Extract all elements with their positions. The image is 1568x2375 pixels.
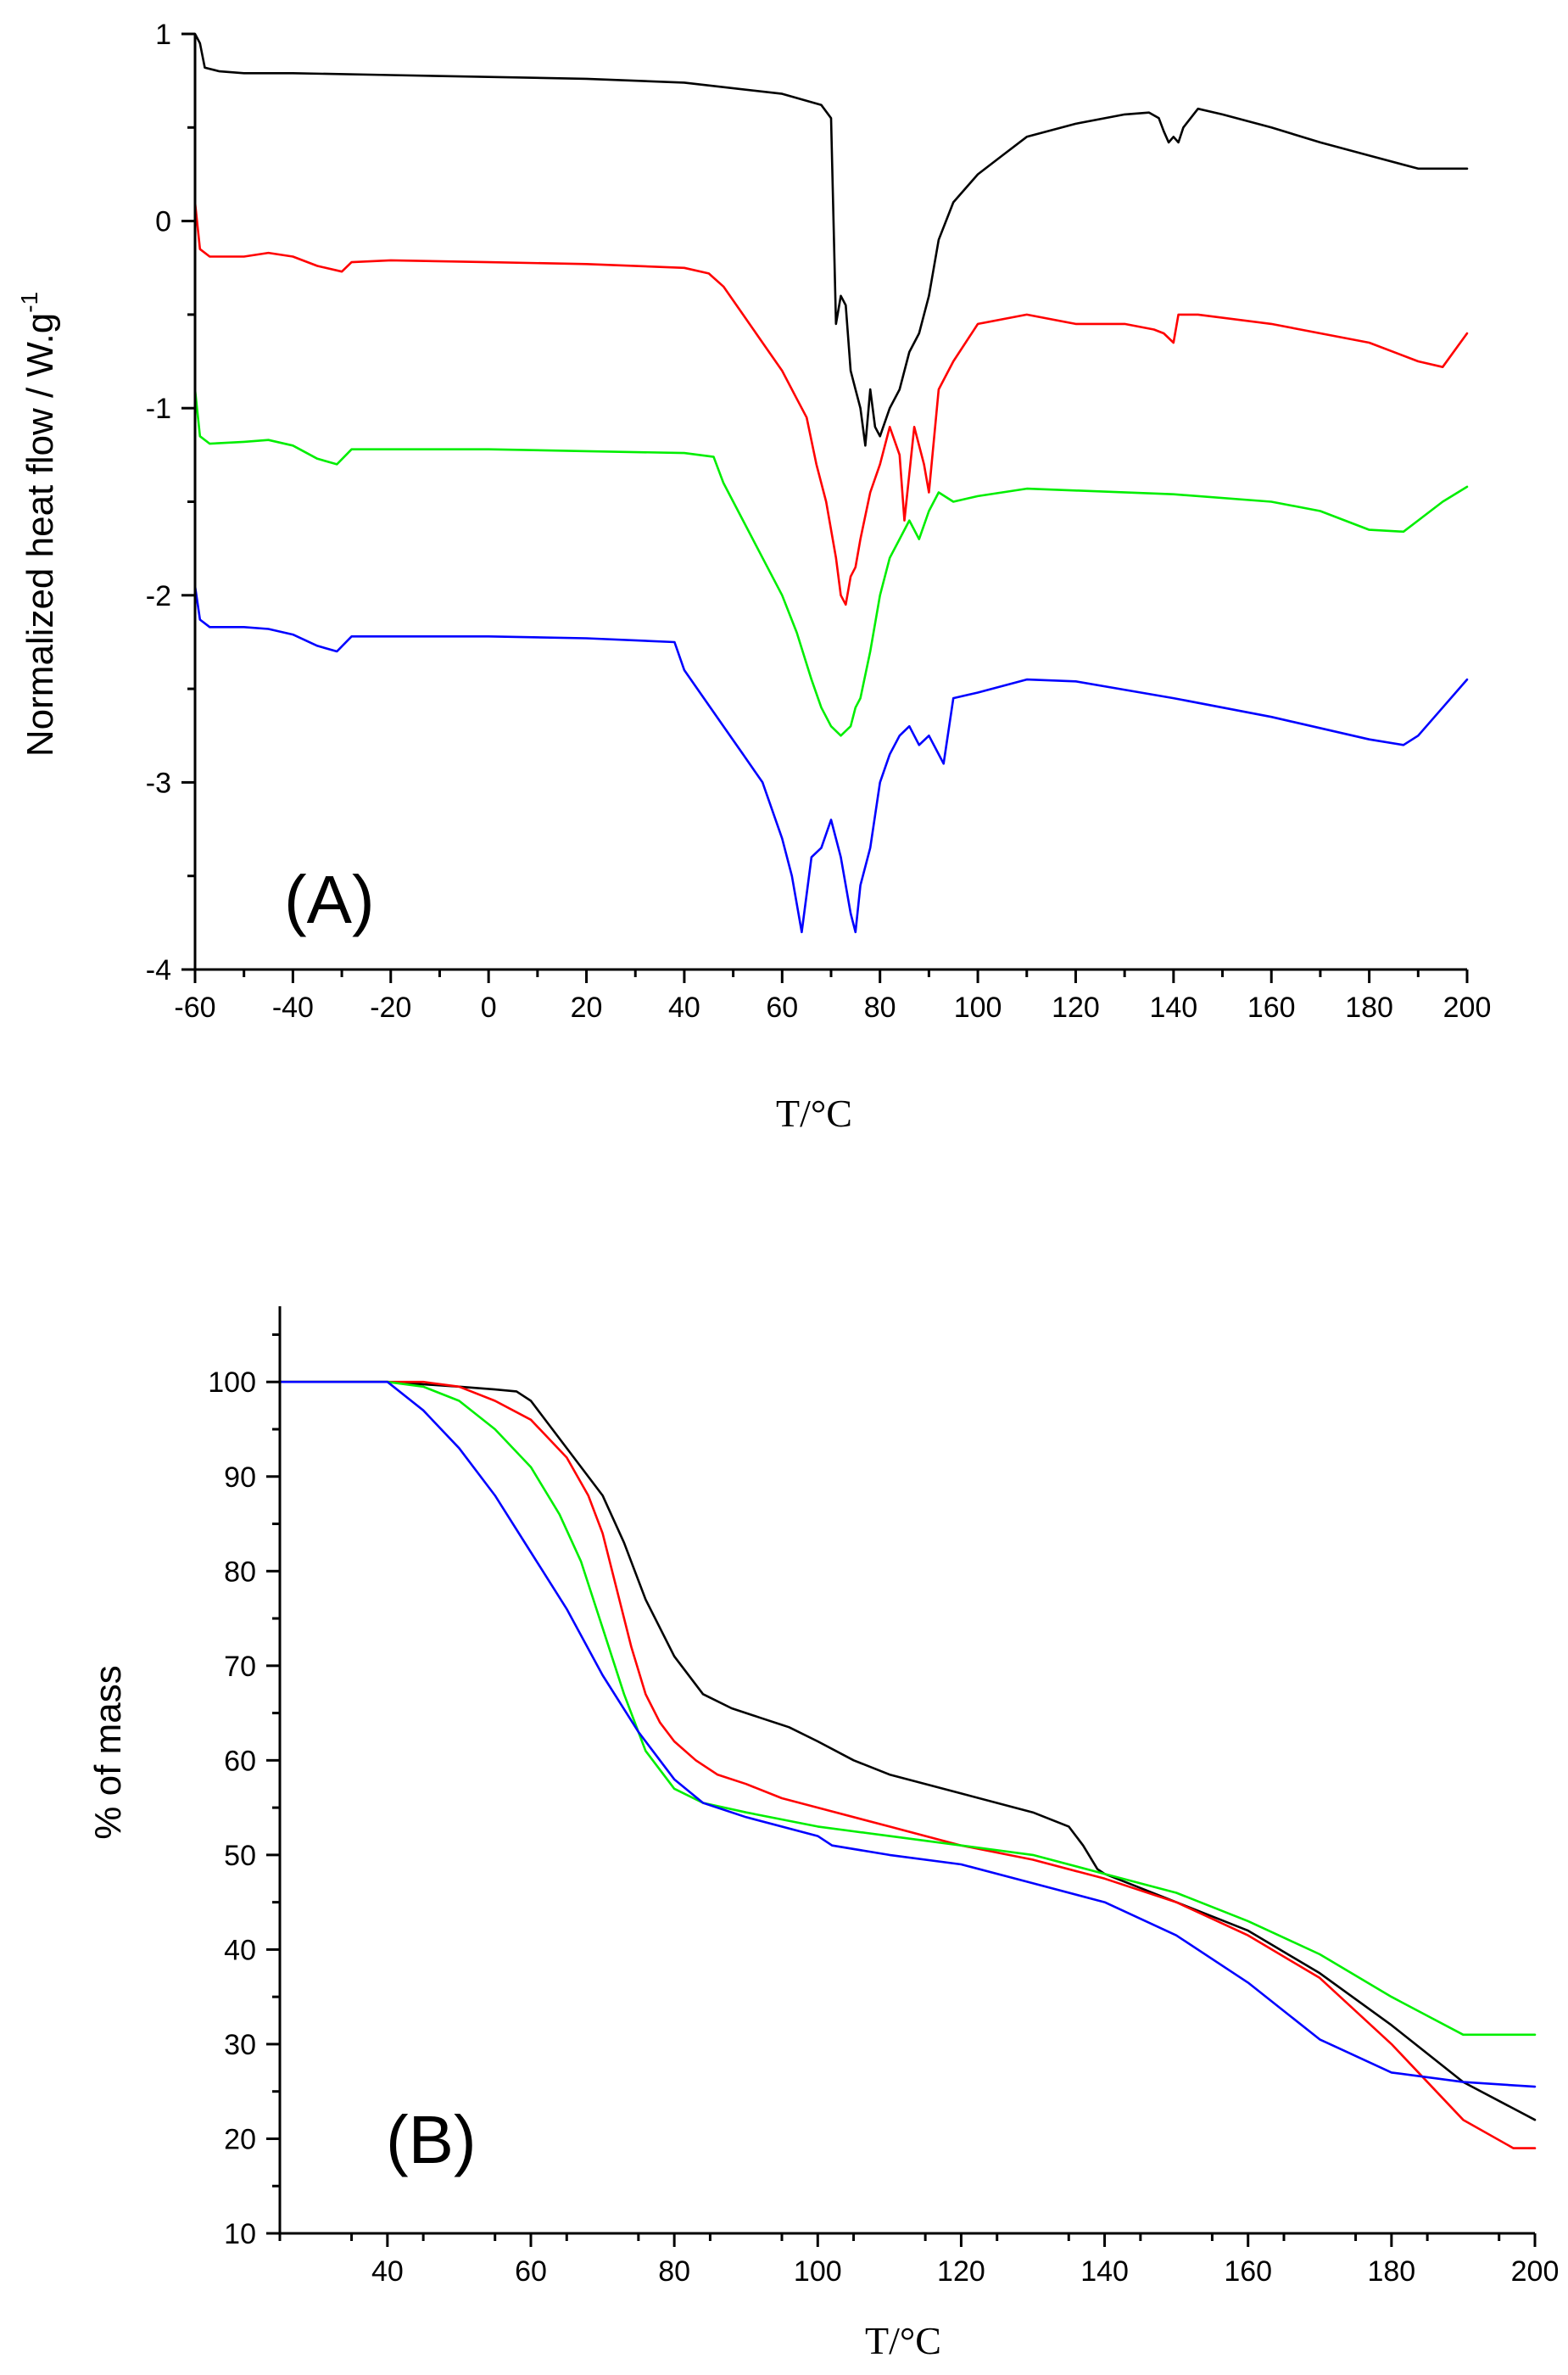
panel-a-x-tick-label: -60 [174, 992, 215, 1024]
panel-a-y-tick-label: -4 [146, 954, 171, 986]
panel-b-x-tick-label: 120 [937, 2255, 985, 2288]
panel-a-y-tick-label: -2 [146, 580, 171, 612]
panel-a-x-tick-label: 60 [766, 992, 798, 1024]
panel-b-x-tick-label: 160 [1224, 2255, 1272, 2288]
panel-b-x-tick-label: 40 [371, 2255, 404, 2288]
panel-b-y-tick-label: 90 [224, 1461, 256, 1494]
panel-a-x-tick-label: -40 [272, 992, 314, 1024]
panel-a-x-tick-label: -20 [370, 992, 411, 1024]
panel-b-x-tick-label: 180 [1367, 2255, 1415, 2288]
panel-a-x-tick-label: 140 [1149, 992, 1197, 1024]
panel-b-x-axis-title: T/°C [865, 2319, 941, 2362]
panel-b-y-tick-label: 40 [224, 1934, 256, 1966]
panel-a-ticks: -60 -40 -20 0 20 40 60 80 100 120 140 160 180 200 1 0 -1… [146, 19, 1492, 1024]
panel-a-x-tick-label: 180 [1345, 992, 1393, 1024]
panel-b-y-tick-label: 10 [224, 2218, 256, 2250]
panel-a-series-group [193, 32, 1469, 934]
panel-a-series-black [193, 32, 1469, 447]
panel-b-series-red [278, 1380, 1537, 2149]
panel-a-x-tick-label: 20 [571, 992, 603, 1024]
panel-a-x-tick-label: 100 [954, 992, 1002, 1024]
panel-b-y-tick-label: 20 [224, 2123, 256, 2155]
panel-b-mass-loss-chart: 40 60 80 100 120 140 160 180 200 10 20 30 40 50 60 70 80… [87, 1306, 1559, 2362]
panel-a-x-tick-label: 120 [1052, 992, 1100, 1024]
panel-a-x-tick-label: 80 [864, 992, 896, 1024]
panel-b-series-black [278, 1380, 1537, 2121]
panel-a-x-axis-title: T/°C [776, 1092, 852, 1135]
panel-a-y-tick-label: 0 [155, 206, 171, 238]
panel-b-panel-label: (B) [386, 2102, 477, 2177]
panel-a-heat-flow-chart: -60 -40 -20 0 20 40 60 80 100 120 140 160 180 200 1 0 -1… [16, 19, 1491, 1135]
panel-b-y-tick-label: 70 [224, 1651, 256, 1683]
panel-b-series-blue [278, 1380, 1537, 2088]
panel-b-y-tick-label: 60 [224, 1745, 256, 1777]
panel-a-x-tick-label: 200 [1443, 992, 1492, 1024]
panel-a-x-tick-label: 0 [481, 992, 497, 1024]
panel-b-series-group [278, 1380, 1537, 2149]
panel-a-panel-label: (A) [284, 862, 375, 937]
panel-a-y-tick-label: 1 [155, 19, 171, 51]
panel-a-x-tick-label: 160 [1247, 992, 1296, 1024]
panel-b-x-tick-label: 200 [1511, 2255, 1560, 2288]
panel-a-series-green [193, 388, 1469, 737]
panel-b-y-tick-label: 80 [224, 1556, 256, 1588]
panel-b-series-green [278, 1380, 1537, 2037]
panel-b-x-tick-label: 60 [515, 2255, 547, 2288]
panel-b-y-tick-label: 100 [208, 1366, 256, 1399]
panel-a-series-blue [193, 584, 1469, 934]
panel-a-y-tick-label: -3 [146, 767, 171, 799]
panel-a-y-tick-label: -1 [146, 393, 171, 425]
panel-b-ticks: 40 60 80 100 120 140 160 180 200 10 20 30 40 50 60 70 80… [208, 1333, 1560, 2288]
panel-a-x-tick-label: 40 [668, 992, 700, 1024]
panel-b-y-tick-label: 50 [224, 1840, 256, 1872]
panel-b-y-tick-label: 30 [224, 2029, 256, 2061]
panel-b-x-tick-label: 100 [794, 2255, 842, 2288]
panel-b-x-tick-label: 140 [1080, 2255, 1129, 2288]
panel-a-series-red [193, 201, 1469, 606]
panel-b-y-axis-title: % of mass [87, 1665, 129, 1839]
panel-b-x-tick-label: 80 [658, 2255, 690, 2288]
panel-a-y-axis-title: Normalized heat flow / W.g-1 [16, 292, 61, 757]
